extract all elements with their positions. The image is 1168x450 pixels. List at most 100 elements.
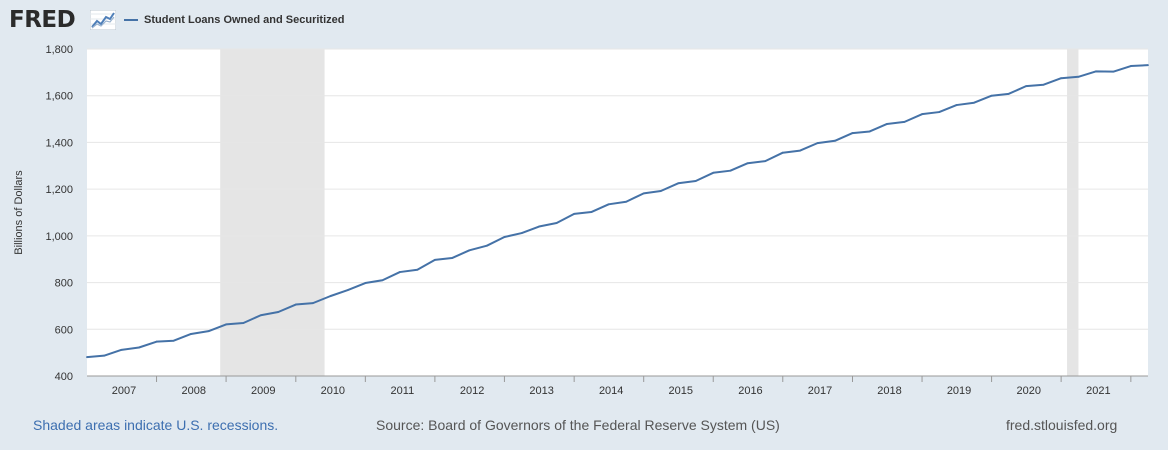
data-point bbox=[190, 333, 192, 335]
data-point bbox=[677, 182, 680, 185]
data-point bbox=[468, 249, 471, 252]
y-axis-tick-labels: 400 600 800 1,000 1,200 1,400 1,600 1,800 bbox=[45, 44, 73, 383]
recession-band-1 bbox=[1067, 49, 1079, 376]
data-point bbox=[729, 169, 732, 172]
y-tick-label: 600 bbox=[55, 324, 73, 336]
data-point bbox=[86, 356, 88, 358]
data-point bbox=[764, 160, 767, 163]
data-point bbox=[816, 142, 819, 145]
data-point bbox=[312, 302, 314, 305]
data-point bbox=[485, 244, 488, 247]
data-point bbox=[398, 271, 401, 273]
series-layer bbox=[86, 64, 1149, 359]
data-point bbox=[868, 130, 871, 133]
data-point bbox=[381, 279, 384, 282]
y-tick-label: 400 bbox=[55, 371, 73, 383]
x-tick-label: 2011 bbox=[391, 385, 415, 397]
data-point bbox=[207, 330, 210, 333]
x-tick-label: 2018 bbox=[877, 385, 901, 397]
data-point bbox=[225, 323, 227, 326]
data-point bbox=[746, 162, 749, 165]
data-point bbox=[590, 211, 593, 213]
data-point bbox=[294, 303, 297, 306]
x-axis-ticks bbox=[156, 376, 1132, 382]
y-tick-label: 1,600 bbox=[45, 91, 73, 103]
data-point bbox=[607, 203, 610, 206]
x-tick-label: 2010 bbox=[321, 385, 345, 397]
data-point bbox=[329, 295, 332, 298]
data-point bbox=[259, 314, 262, 317]
recession-band-0 bbox=[220, 49, 325, 376]
x-tick-label: 2021 bbox=[1086, 385, 1110, 397]
x-tick-label: 2019 bbox=[947, 385, 971, 397]
trend-line-icon bbox=[90, 10, 116, 30]
data-point bbox=[642, 192, 645, 195]
data-point bbox=[973, 101, 975, 104]
x-tick-label: 2007 bbox=[112, 385, 136, 397]
data-point bbox=[346, 289, 349, 291]
x-tick-label: 2008 bbox=[182, 385, 206, 397]
data-point bbox=[155, 340, 158, 343]
data-point bbox=[520, 232, 523, 234]
recession-note-link[interactable]: Shaded areas indicate U.S. recessions. bbox=[33, 417, 279, 433]
data-point bbox=[694, 180, 697, 182]
data-point bbox=[625, 200, 628, 203]
data-point bbox=[1060, 77, 1063, 80]
data-point bbox=[1025, 85, 1027, 88]
data-point bbox=[834, 139, 836, 142]
x-tick-label: 2013 bbox=[529, 385, 553, 397]
data-point bbox=[659, 190, 662, 192]
x-tick-label: 2009 bbox=[251, 385, 275, 397]
y-tick-label: 1,200 bbox=[45, 184, 73, 196]
x-tick-label: 2020 bbox=[1017, 385, 1041, 397]
data-point bbox=[938, 111, 941, 113]
source-note: Source: Board of Governors of the Federa… bbox=[376, 417, 780, 433]
data-point bbox=[277, 311, 280, 313]
data-point bbox=[451, 257, 453, 259]
data-point bbox=[851, 132, 854, 134]
data-point bbox=[799, 149, 802, 152]
data-point bbox=[1129, 65, 1132, 67]
data-point bbox=[538, 225, 541, 228]
data-point bbox=[712, 171, 715, 174]
y-tick-label: 1,400 bbox=[45, 137, 73, 149]
data-point bbox=[781, 151, 784, 154]
data-point bbox=[555, 222, 558, 224]
data-point bbox=[1147, 64, 1149, 67]
data-point bbox=[1094, 70, 1097, 73]
y-tick-label: 1,800 bbox=[45, 44, 73, 56]
data-point bbox=[1042, 83, 1045, 86]
x-tick-label: 2016 bbox=[738, 385, 762, 397]
data-point bbox=[120, 348, 123, 351]
data-point bbox=[416, 268, 419, 271]
series-line-0[interactable] bbox=[86, 64, 1149, 359]
data-point bbox=[903, 120, 906, 123]
data-point bbox=[1112, 70, 1115, 73]
data-point bbox=[138, 346, 140, 349]
y-tick-label: 1,000 bbox=[45, 231, 73, 243]
legend-swatch bbox=[124, 19, 138, 21]
x-tick-label: 2015 bbox=[668, 385, 692, 397]
data-point bbox=[1077, 75, 1080, 78]
gridlines bbox=[87, 48, 1148, 330]
data-point bbox=[955, 104, 958, 106]
legend-series-label: Student Loans Owned and Securitized bbox=[144, 14, 345, 26]
data-point bbox=[364, 282, 367, 284]
x-tick-label: 2014 bbox=[599, 385, 623, 397]
x-tick-label: 2012 bbox=[460, 385, 484, 397]
data-point bbox=[503, 236, 506, 238]
fred-logo[interactable]: FRED bbox=[9, 7, 76, 33]
data-point bbox=[103, 354, 106, 357]
data-point bbox=[172, 339, 175, 342]
data-point bbox=[886, 123, 888, 125]
data-point bbox=[242, 322, 245, 324]
data-point bbox=[990, 94, 993, 97]
x-tick-label: 2017 bbox=[808, 385, 832, 397]
header: FRED Student Loans Owned and Securitized bbox=[0, 0, 1168, 42]
x-axis-tick-labels: 2007 2008 2009 2010 2011 2012 2013 2014 2015 2016… bbox=[112, 385, 1111, 397]
data-point bbox=[1007, 92, 1010, 95]
data-point bbox=[573, 213, 576, 215]
site-url[interactable]: fred.stlouisfed.org bbox=[1006, 417, 1118, 433]
y-axis-label: Billions of Dollars bbox=[13, 170, 25, 255]
